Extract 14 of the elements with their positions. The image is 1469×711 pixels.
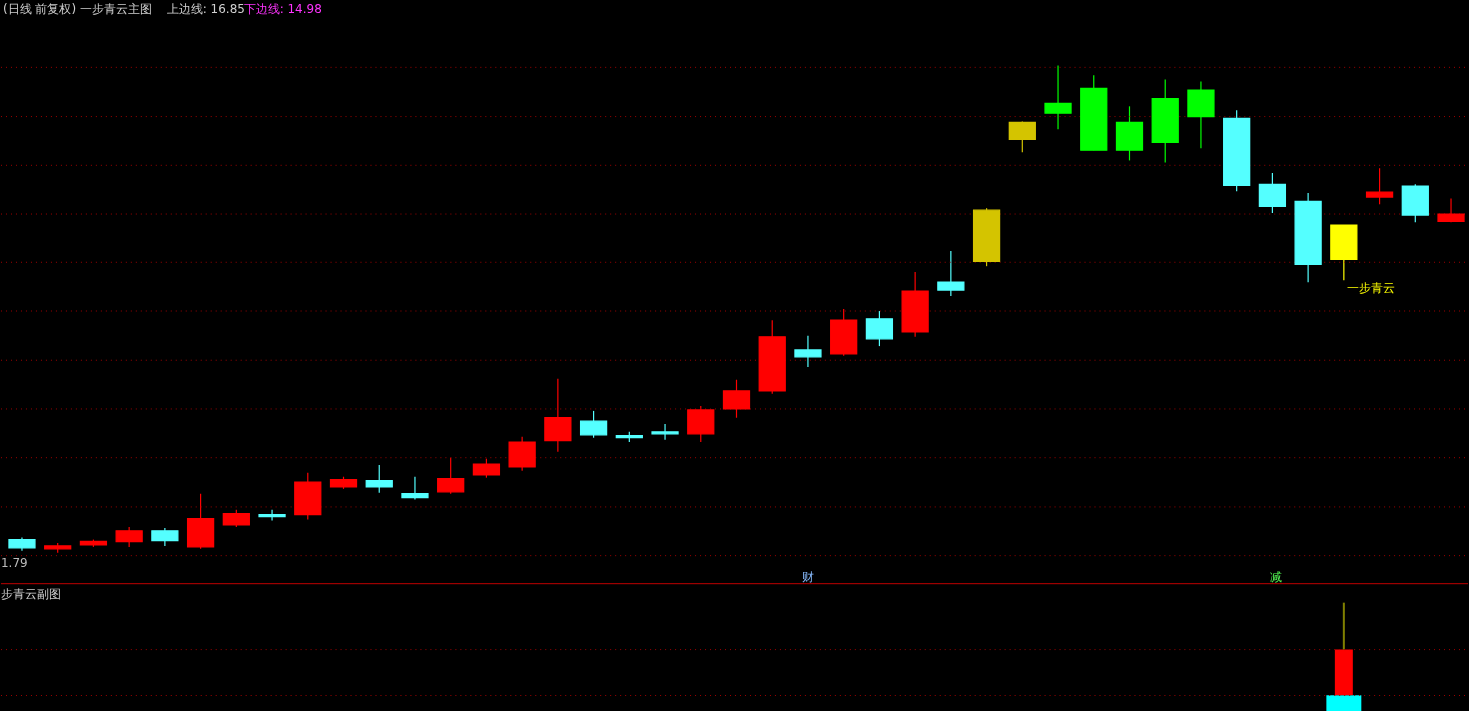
chart-title: 步青云副图 xyxy=(1,586,61,601)
candlestick xyxy=(401,476,429,501)
text: 上边线: 16.85 xyxy=(166,2,245,17)
candlestick xyxy=(794,335,822,368)
candlestick xyxy=(651,423,679,441)
text: 1.79 xyxy=(1,555,28,570)
text: 财 xyxy=(801,569,814,584)
candlestick xyxy=(937,250,965,297)
candlestick xyxy=(258,509,286,522)
text: 减 xyxy=(1270,569,1283,584)
chart-title: (日线 前复权) 一步青云主图 xyxy=(3,2,152,17)
annotation: 一步青云 xyxy=(1347,281,1396,296)
text: 下边线: 14.98 xyxy=(243,2,322,17)
candlestick xyxy=(365,464,393,494)
